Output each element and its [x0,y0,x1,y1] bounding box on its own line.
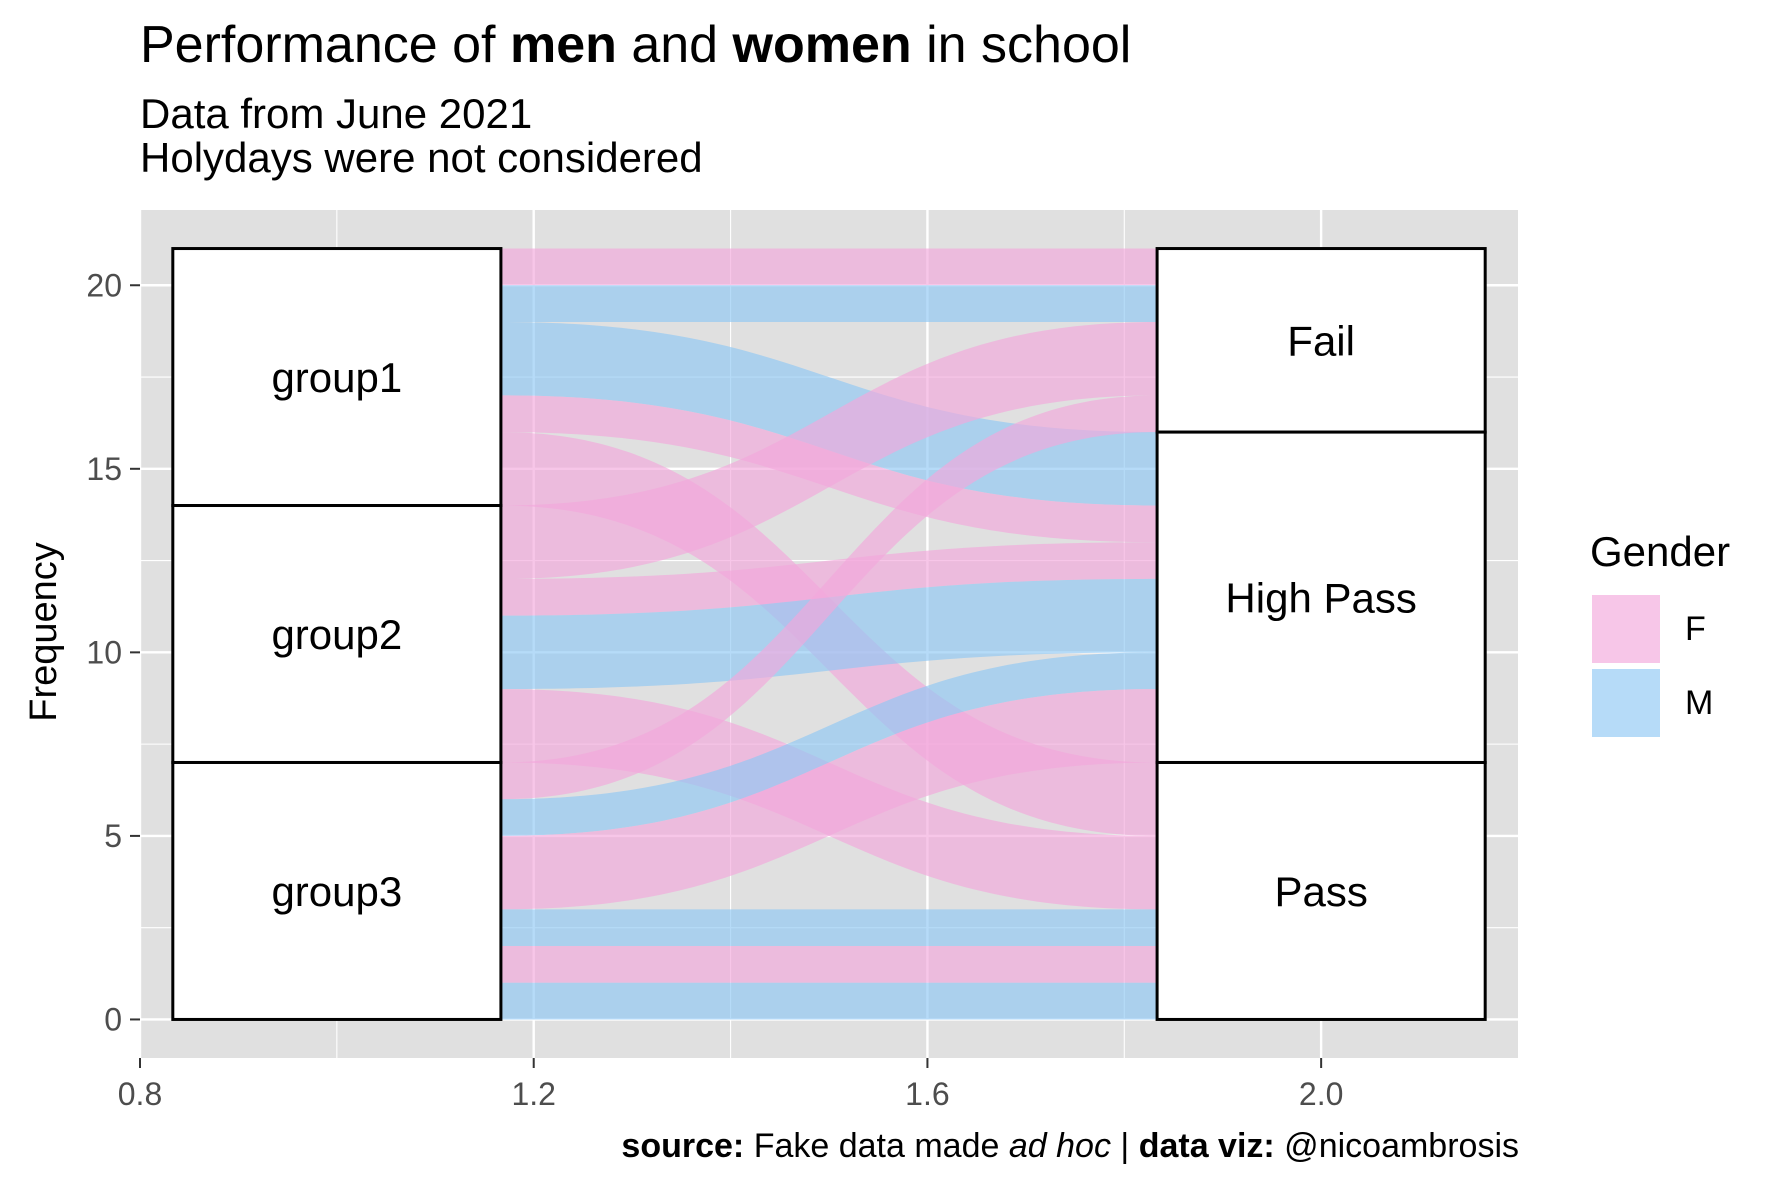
legend: Gender FM [1590,528,1730,739]
y-tick-label: 5 [104,818,122,854]
y-tick-label: 15 [86,451,122,487]
title-women: women [732,16,912,74]
y-tick-label: 10 [86,634,122,670]
title-text: Performance of [140,16,510,74]
flow-group3-pass-F [500,946,1158,983]
legend-swatch-M [1590,667,1662,739]
flow-group3-high-pass-M [500,652,1158,836]
flow-group2-high-pass-M [500,578,1158,690]
flow-group3-pass-M [500,982,1158,1020]
x-tick-label: 2.0 [1299,1076,1343,1112]
stratum-label: High Pass [1225,574,1416,621]
axes: 0.8 1.2 1.6 2.0 0 5 10 15 20 [86,267,1343,1112]
stratum-label: group2 [271,611,402,658]
flow-group2-fail-F [500,321,1158,579]
stratum-box [171,247,503,508]
flow-group3-pass-M [500,909,1158,947]
y-tick-label: 20 [86,267,122,303]
flow-group3-fail-F [500,395,1158,800]
flow-group2-high-pass-F [500,542,1158,616]
x-tick-label: 1.6 [905,1076,949,1112]
caption-viz-label: data viz: [1138,1127,1275,1165]
flow-ribbons [500,248,1158,1020]
stratum-label: group1 [271,354,402,401]
stratum-box [1155,430,1487,764]
legend-label-F: F [1685,610,1706,648]
stratum-label: Fail [1287,317,1355,364]
title-text: in school [911,16,1132,74]
flow-group1-fail-F [500,248,1158,286]
strata: group1 group2 group3 Fail High Pass Pass [171,247,1487,1021]
caption-source-text: Fake data made [744,1127,1009,1165]
chart-caption: source: Fake data made ad hoc | data viz… [621,1126,1519,1166]
flow-group1-fail-M [500,285,1158,322]
x-tick-label: 1.2 [511,1076,555,1112]
stratum-label: group3 [271,868,402,915]
subtitle-line-1: Data from June 2021 [140,90,533,137]
stratum-box [171,760,503,1021]
legend-title: Gender [1590,528,1730,575]
title-text: and [616,16,733,74]
stratum-box [1155,247,1487,434]
x-tick-label: 0.8 [118,1076,162,1112]
caption-separator: | [1110,1127,1139,1165]
title-men: men [509,16,617,74]
y-axis-label: Frequency [23,542,65,722]
stratum-label: Pass [1274,868,1367,915]
chart-subtitle: Data from June 2021 Holydays were not co… [140,92,703,180]
stratum-box [1155,760,1487,1021]
caption-viz-text: @nicoambrosis [1274,1127,1519,1165]
flow-group3-high-pass-F [500,689,1158,910]
legend-swatch-F [1590,593,1662,665]
legend-label-M: M [1685,684,1713,722]
stratum-box [171,504,503,764]
chart-title: Performance of men and women in school [140,14,1131,76]
caption-source-label: source: [621,1127,745,1165]
subtitle-line-2: Holydays were not considered [140,134,703,181]
caption-adhoc: ad hoc [1008,1127,1111,1165]
y-tick-label: 0 [104,1001,122,1037]
